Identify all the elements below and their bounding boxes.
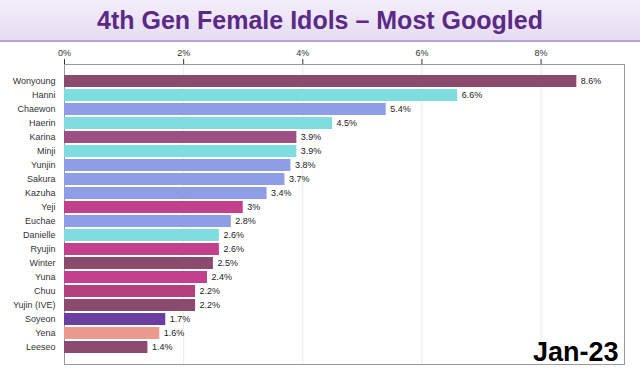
- svg-text:1.6%: 1.6%: [164, 328, 185, 338]
- svg-text:Euchae: Euchae: [25, 216, 56, 226]
- svg-text:2.6%: 2.6%: [223, 230, 244, 240]
- svg-text:Winter: Winter: [29, 258, 55, 268]
- svg-text:Soyeon: Soyeon: [25, 314, 56, 324]
- svg-text:Karina: Karina: [29, 132, 55, 142]
- svg-text:2.2%: 2.2%: [200, 300, 221, 310]
- svg-text:Yuna: Yuna: [35, 272, 56, 282]
- svg-text:0%: 0%: [58, 48, 71, 58]
- svg-text:Minji: Minji: [37, 146, 56, 156]
- svg-text:Yeji: Yeji: [41, 202, 55, 212]
- svg-text:Hanni: Hanni: [32, 90, 56, 100]
- svg-text:8.6%: 8.6%: [581, 76, 602, 86]
- svg-text:Haerin: Haerin: [29, 118, 56, 128]
- svg-text:1.4%: 1.4%: [152, 342, 173, 352]
- svg-text:4.5%: 4.5%: [337, 118, 358, 128]
- svg-text:8%: 8%: [535, 48, 548, 58]
- svg-text:2.2%: 2.2%: [200, 286, 221, 296]
- svg-text:Leeseo: Leeseo: [26, 342, 56, 352]
- svg-text:Danielle: Danielle: [23, 230, 56, 240]
- svg-text:1.7%: 1.7%: [170, 314, 191, 324]
- svg-text:3.4%: 3.4%: [271, 188, 292, 198]
- svg-text:3.9%: 3.9%: [301, 146, 322, 156]
- svg-text:3%: 3%: [247, 202, 260, 212]
- svg-text:3.8%: 3.8%: [295, 160, 316, 170]
- svg-text:Wonyoung: Wonyoung: [13, 76, 56, 86]
- svg-text:Ryujin: Ryujin: [30, 244, 55, 254]
- svg-text:Yujin (IVE): Yujin (IVE): [13, 300, 56, 310]
- svg-text:3.9%: 3.9%: [301, 132, 322, 142]
- svg-text:2.4%: 2.4%: [211, 272, 232, 282]
- svg-text:3.7%: 3.7%: [289, 174, 310, 184]
- svg-text:Yunjin: Yunjin: [31, 160, 56, 170]
- svg-text:Kazuha: Kazuha: [25, 188, 56, 198]
- svg-text:Yena: Yena: [35, 328, 55, 338]
- svg-text:2%: 2%: [177, 48, 190, 58]
- html-text:4th Gen Female Idols – Most Go: 4th Gen Female Idols – Most Googled: [97, 6, 543, 34]
- svg-text:4%: 4%: [296, 48, 309, 58]
- svg-text:6.6%: 6.6%: [462, 90, 483, 100]
- svg-text:Chaewon: Chaewon: [17, 104, 55, 114]
- svg-text:2.5%: 2.5%: [217, 258, 238, 268]
- svg-text:2.6%: 2.6%: [223, 244, 244, 254]
- svg-text:6%: 6%: [415, 48, 428, 58]
- svg-text:2.8%: 2.8%: [235, 216, 256, 226]
- svg-text:Jan-23: Jan-23: [533, 337, 619, 367]
- svg-text:Sakura: Sakura: [27, 174, 56, 184]
- svg-text:Chuu: Chuu: [34, 286, 56, 296]
- svg-text:5.4%: 5.4%: [390, 104, 411, 114]
